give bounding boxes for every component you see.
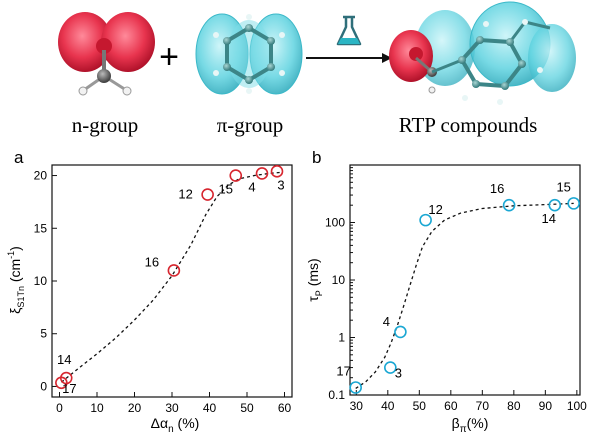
data-label-12: 12	[428, 202, 442, 217]
rtp-compound-orbital-illustration	[389, 1, 576, 105]
reaction-arrow	[306, 53, 392, 63]
x-tick-label-b: 60	[444, 399, 458, 413]
pi-group-label: π-group	[217, 113, 284, 137]
data-point-15	[229, 169, 243, 182]
panel-label-b: b	[312, 148, 321, 167]
data-label-16: 16	[145, 254, 159, 269]
y-tick-label-a: 0	[40, 379, 47, 393]
y-tick-label-a: 15	[34, 221, 48, 235]
plot-frame-b	[349, 164, 581, 396]
fit-curve-a	[60, 171, 281, 383]
chart-panel-a: a 0 10 20 30 40 50 60 0 5 10 15 20 17 14 16 12 15 4 3 Δαn …	[6, 148, 293, 435]
n-group-label: n-group	[72, 113, 139, 137]
data-label-15: 15	[556, 179, 570, 194]
x-tick-label-a: 60	[278, 401, 292, 415]
data-point-16	[502, 198, 516, 212]
data-point-14	[59, 371, 73, 385]
data-label-4: 4	[383, 314, 390, 329]
panel-label-a: a	[14, 148, 24, 167]
data-point-15	[567, 197, 580, 210]
y-axis-title-a: ξS1Tn (cm-1)	[6, 246, 26, 314]
data-label-17: 17	[336, 364, 350, 379]
data-label-4: 4	[248, 179, 255, 194]
x-tick-label-a: 0	[56, 401, 63, 415]
plus-sign: +	[159, 38, 179, 76]
x-tick-label-a: 40	[203, 401, 217, 415]
data-point-17	[349, 381, 362, 394]
data-label-17: 17	[62, 381, 76, 396]
data-label-3: 3	[395, 366, 402, 381]
plot-area-a: 0 10 20 30 40 50 60 0 5 10 15 20 17 14 16 12 15 4 3	[34, 164, 293, 415]
x-tick-label-a: 50	[240, 401, 254, 415]
x-tick-label-b: 40	[381, 399, 395, 413]
x-tick-label-b: 100	[567, 399, 587, 413]
rtp-design-scheme: n-group + π-group	[58, 1, 576, 137]
data-point-14	[548, 198, 562, 212]
x-tick-label-b: 70	[476, 399, 490, 413]
data-label-14: 14	[57, 352, 71, 367]
y-tick-label-b: 0.1	[328, 388, 345, 402]
y-tick-label-a: 20	[34, 169, 48, 183]
data-label-16: 16	[490, 181, 504, 196]
data-point-3	[384, 361, 397, 374]
y-tick-label-b: 10	[332, 273, 346, 287]
pi-group-orbital-illustration	[195, 13, 303, 95]
rtp-compounds-label: RTP compounds	[399, 113, 538, 137]
y-tick-label-b: 1	[338, 331, 345, 345]
y-tick-label-a: 10	[34, 274, 48, 288]
x-tick-label-a: 10	[90, 401, 104, 415]
y-axis-title-b: τP (ms)	[305, 258, 324, 301]
x-tick-label-a: 30	[165, 401, 179, 415]
x-tick-label-b: 30	[350, 399, 364, 413]
x-axis-title-b: βπ(%)	[452, 415, 489, 435]
x-tick-label-b: 90	[539, 399, 553, 413]
flask-icon	[336, 15, 362, 46]
data-point-4	[394, 325, 407, 339]
x-tick-label-a: 20	[128, 401, 142, 415]
y-tick-label-a: 5	[40, 327, 47, 341]
data-point-12	[201, 188, 214, 201]
x-axis-title-a: Δαn (%)	[151, 415, 200, 435]
data-label-14: 14	[542, 211, 556, 226]
data-point-4	[255, 167, 269, 180]
n-group-orbital-illustration	[58, 12, 155, 96]
fit-curve-b	[355, 202, 574, 389]
chart-panel-b: b 30 40 50 60 70 80 90 100 0.1 1 10 100 17 3 4 12 16 14 15…	[305, 148, 587, 435]
data-point-3	[270, 165, 284, 178]
data-label-12: 12	[178, 187, 192, 202]
data-point-16	[167, 264, 181, 277]
plot-frame-a	[51, 164, 293, 398]
data-label-15: 15	[219, 182, 233, 197]
x-tick-label-b: 80	[507, 399, 521, 413]
y-tick-label-b: 100	[325, 216, 345, 230]
x-tick-label-b: 50	[413, 399, 427, 413]
plot-area-b: 30 40 50 60 70 80 90 100 0.1 1 10 100 17 3 4 12 16 14 15	[325, 164, 587, 413]
data-point-12	[419, 213, 432, 227]
data-label-3: 3	[277, 177, 284, 192]
